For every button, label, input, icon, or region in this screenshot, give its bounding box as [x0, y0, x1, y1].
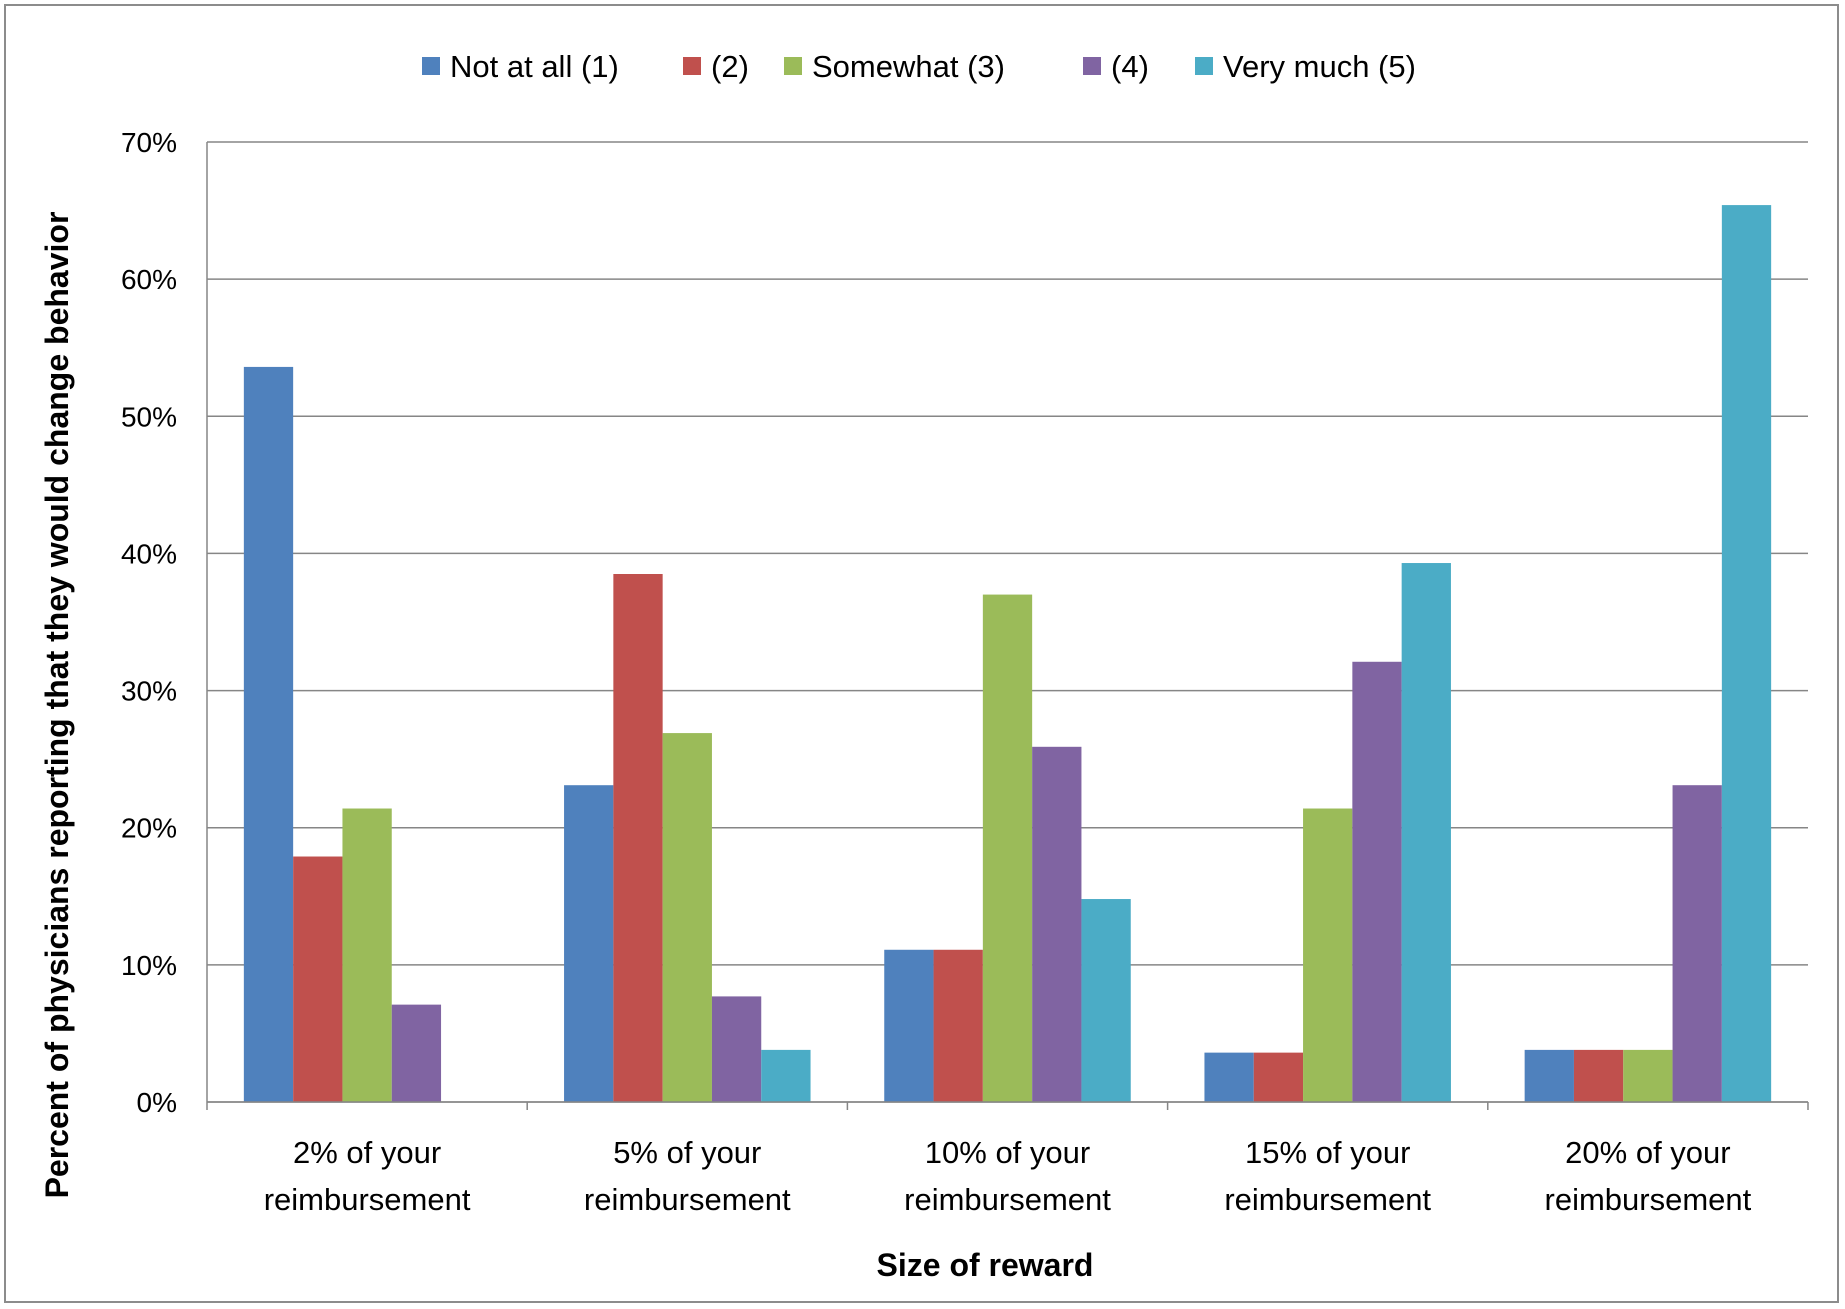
legend-label: Not at all (1): [450, 49, 619, 84]
x-tick-label: 5% of your: [613, 1135, 761, 1170]
legend: Not at all (1) (2) Somewhat (3) (4) Very muc…: [422, 49, 1416, 84]
bars: [243, 205, 1772, 1103]
y-tick-label: 40%: [121, 538, 177, 569]
bar: [884, 949, 934, 1102]
legend-label: (2): [711, 49, 749, 84]
legend-label: Somewhat (3): [812, 49, 1005, 84]
bar: [613, 574, 663, 1102]
bar: [761, 1049, 811, 1102]
legend-swatch: [1195, 57, 1213, 75]
bar: [243, 366, 294, 1102]
bar: [1032, 746, 1082, 1102]
bar: [1204, 1052, 1254, 1102]
bar: [662, 733, 712, 1102]
x-tick-label: reimbursement: [1545, 1182, 1752, 1217]
bar: [1253, 1052, 1304, 1102]
x-tick-label: 20% of your: [1565, 1135, 1730, 1170]
x-tick-label: reimbursement: [584, 1182, 791, 1217]
bar: [1352, 661, 1402, 1102]
bar: [982, 594, 1033, 1102]
bar: [391, 1004, 442, 1102]
legend-swatch: [784, 57, 802, 75]
bar: [1303, 808, 1353, 1102]
y-tick-label: 70%: [121, 127, 177, 158]
bar: [1081, 899, 1131, 1102]
x-axis-title: Size of reward: [877, 1247, 1094, 1283]
y-tick-label: 10%: [121, 950, 177, 981]
x-tick-label: reimbursement: [904, 1182, 1111, 1217]
y-tick-label: 0%: [137, 1087, 177, 1118]
bar: [1623, 1049, 1673, 1102]
x-tick-label: reimbursement: [264, 1182, 471, 1217]
y-axis-ticks: 0% 10% 20% 30% 40% 50% 60% 70%: [121, 127, 177, 1118]
bar: [342, 808, 392, 1102]
bar: [293, 856, 343, 1102]
bar: [1573, 1049, 1624, 1102]
legend-label: (4): [1111, 49, 1149, 84]
y-axis-title: Percent of physicians reporting that the…: [39, 212, 75, 1199]
bar: [564, 785, 614, 1102]
bar: [1721, 205, 1772, 1103]
legend-swatch: [683, 57, 701, 75]
bar: [1524, 1049, 1574, 1102]
legend-swatch: [1083, 57, 1101, 75]
x-tick-label: 15% of your: [1245, 1135, 1410, 1170]
bar: [1401, 563, 1451, 1102]
y-tick-label: 50%: [121, 401, 177, 432]
x-tick-label: 10% of your: [925, 1135, 1090, 1170]
x-tick-label: reimbursement: [1224, 1182, 1431, 1217]
bar: [933, 949, 983, 1102]
y-tick-label: 60%: [121, 264, 177, 295]
bar: [1672, 785, 1722, 1102]
y-tick-label: 30%: [121, 676, 177, 707]
y-tick-label: 20%: [121, 813, 177, 844]
x-axis-categories: 2% of your reimbursement 5% of your reimbur…: [206, 1101, 1809, 1217]
x-tick-label: 2% of your: [293, 1135, 441, 1170]
bar: [711, 996, 762, 1102]
legend-swatch: [422, 57, 440, 75]
legend-label: Very much (5): [1223, 49, 1416, 84]
